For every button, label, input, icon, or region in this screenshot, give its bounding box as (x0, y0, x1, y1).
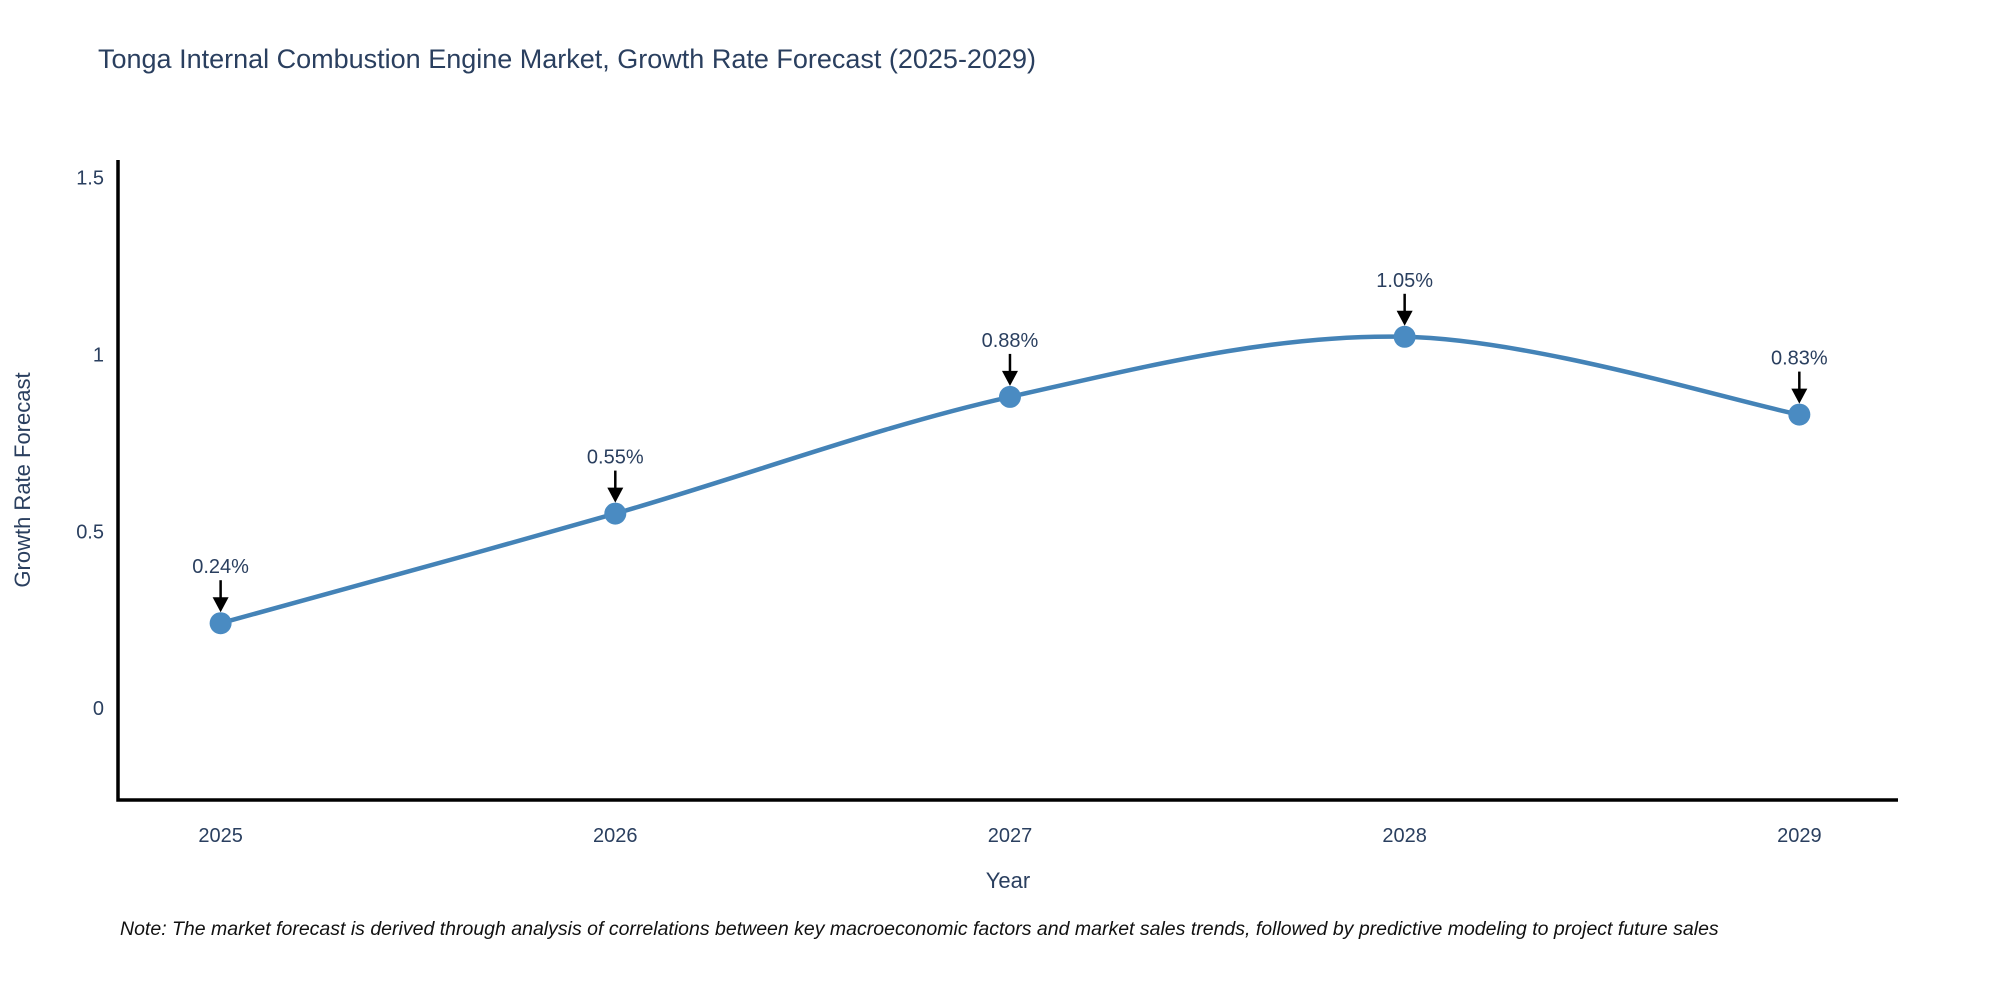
y-axis-title: Growth Rate Forecast (10, 372, 35, 587)
data-point-marker (998, 385, 1021, 408)
footnote: Note: The market forecast is derived thr… (120, 918, 1719, 940)
y-tick-label: 0 (93, 698, 104, 720)
data-point-marker (209, 612, 232, 635)
x-axis-title: Year (986, 868, 1030, 893)
annotation-label: 0.88% (982, 330, 1039, 352)
annotation-arrowhead-icon (1791, 388, 1808, 404)
annotation-label: 0.83% (1771, 348, 1828, 370)
annotation-arrowhead-icon (607, 487, 624, 503)
x-tick-label: 2025 (198, 825, 243, 847)
annotation-label: 1.05% (1376, 270, 1433, 292)
x-tick-label: 2028 (1382, 825, 1427, 847)
y-tick-label: 0.5 (76, 521, 104, 543)
tick-labels-layer: 0 0.5 1 1.5 2025 2026 2027 2028 2029 (76, 168, 1821, 847)
data-point-marker (604, 502, 627, 525)
data-markers-layer (209, 325, 1811, 635)
annotations-layer: 0.24% 0.55% 0.88% 1.05% 0.83% (192, 270, 1828, 613)
annotation-arrowhead-icon (1396, 310, 1413, 326)
data-point-marker (1393, 325, 1416, 348)
annotation-arrowhead-icon (212, 597, 229, 613)
chart-title: Tonga Internal Combustion Engine Market,… (98, 44, 1036, 74)
y-tick-label: 1.5 (76, 168, 104, 190)
annotation-label: 0.55% (587, 447, 644, 469)
x-tick-label: 2027 (988, 825, 1033, 847)
x-tick-label: 2029 (1777, 825, 1822, 847)
axis-lines (116, 160, 1898, 802)
y-tick-label: 1 (93, 344, 104, 366)
data-point-marker (1788, 403, 1811, 426)
annotation-label: 0.24% (192, 556, 249, 578)
x-tick-label: 2026 (593, 825, 638, 847)
annotation-arrowhead-icon (1001, 370, 1018, 386)
